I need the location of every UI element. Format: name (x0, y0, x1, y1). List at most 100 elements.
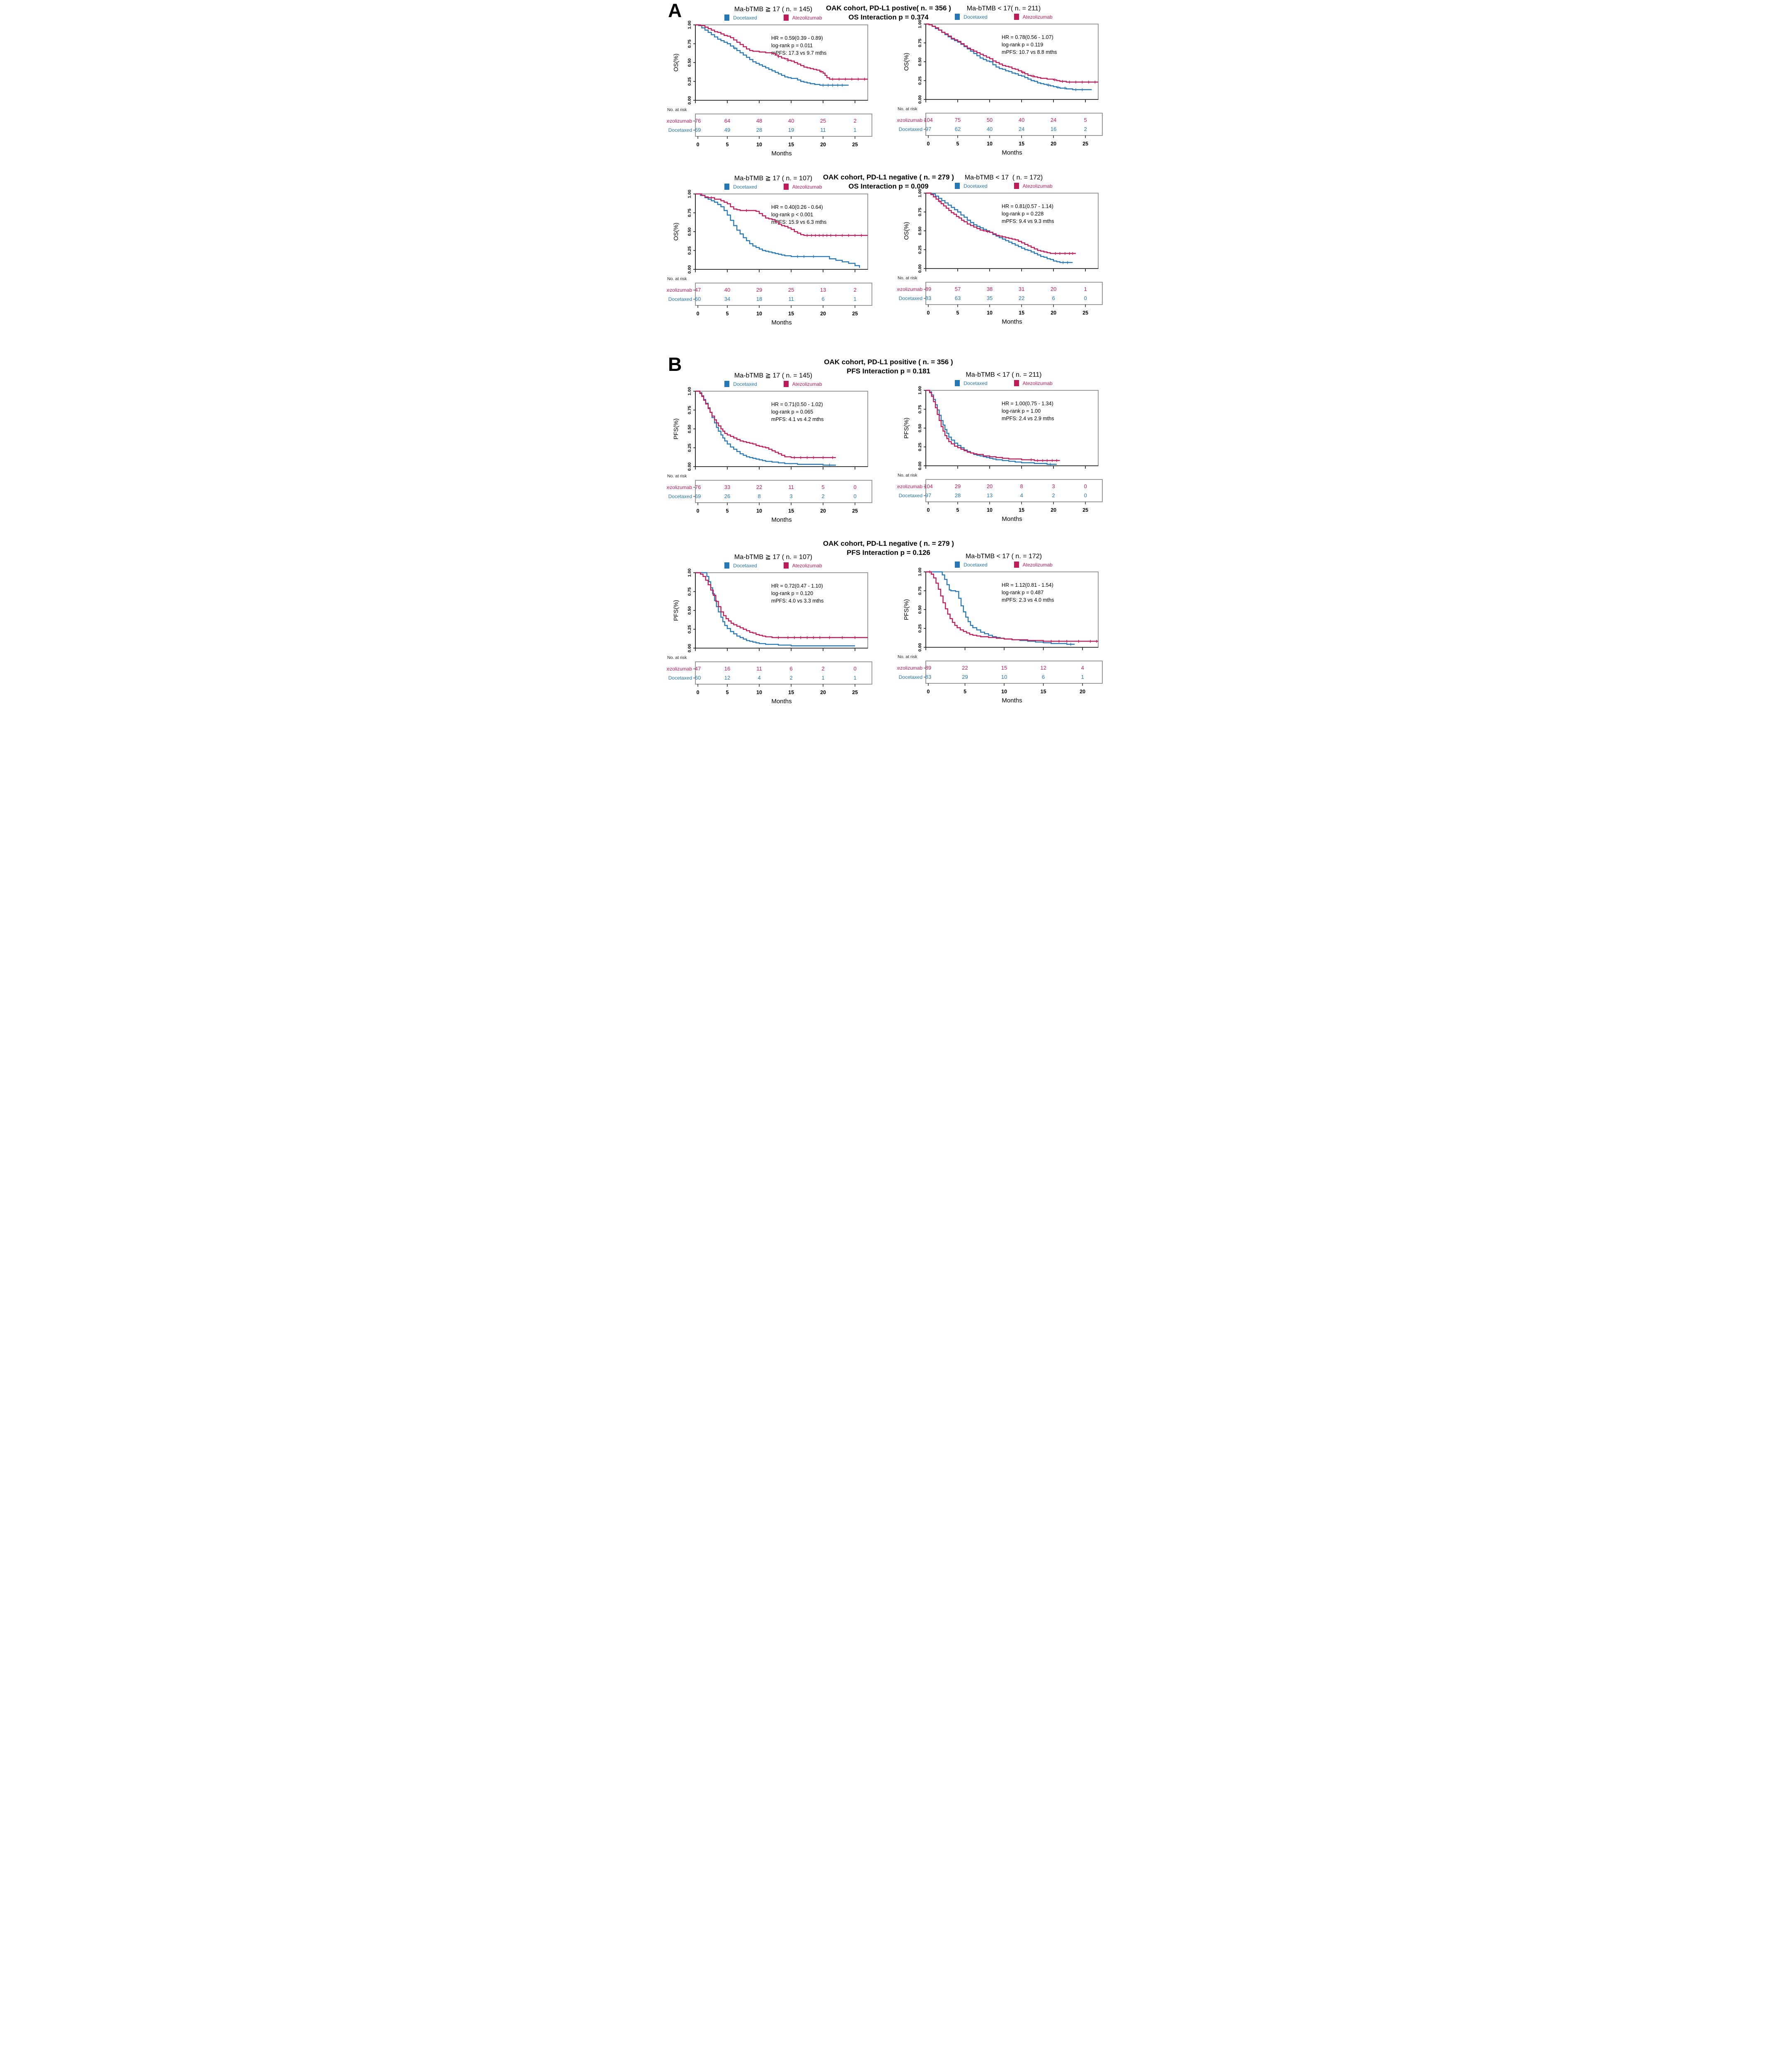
svg-text:No. at risk: No. at risk (667, 276, 687, 281)
panel-title: Ma-bTMB < 17 ( n. = 172) (965, 553, 1042, 560)
svg-text:31: 31 (1019, 286, 1024, 292)
km-panel-b2: Ma-bTMB < 17 ( n. = 211) Docetaxed Atezo… (897, 359, 1111, 526)
svg-text:47: 47 (695, 666, 701, 672)
legend: Docetaxed Atezolizumab (897, 562, 1111, 568)
svg-text:4: 4 (1081, 665, 1084, 671)
svg-text:0.25: 0.25 (918, 443, 922, 451)
svg-text:HR = 0.40(0.26 - 0.64): HR = 0.40(0.26 - 0.64) (771, 204, 823, 210)
panel-title: Ma-bTMB < 17 ( n. = 172) (964, 174, 1043, 181)
svg-text:log-rank p = 0.065: log-rank p = 0.065 (771, 409, 813, 415)
svg-text:Months: Months (771, 150, 792, 157)
legend-label-docetaxed: Docetaxed (964, 183, 988, 189)
svg-text:5: 5 (956, 310, 959, 316)
svg-text:0.50: 0.50 (687, 606, 692, 615)
svg-text:22: 22 (1019, 295, 1024, 301)
km-panel-a4: Ma-bTMB < 17 ( n. = 172) Docetaxed Atezo… (897, 174, 1111, 329)
svg-text:25: 25 (852, 508, 858, 514)
svg-text:No. at risk: No. at risk (898, 473, 918, 478)
svg-text:13: 13 (987, 492, 993, 499)
atezolizumab-swatch-icon (783, 562, 789, 569)
svg-text:1.00: 1.00 (687, 190, 692, 198)
svg-text:0.25: 0.25 (918, 76, 922, 85)
svg-text:20: 20 (820, 690, 826, 695)
svg-text:log-rank p = 0.228: log-rank p = 0.228 (1002, 211, 1043, 217)
svg-text:Months: Months (1002, 318, 1022, 325)
svg-text:24: 24 (1051, 117, 1056, 123)
svg-text:12: 12 (1040, 665, 1046, 671)
svg-text:104: 104 (924, 483, 933, 489)
km-panel-a1: Ma-bTMB ≧ 17 ( n. = 145) Docetaxed Atezo… (666, 5, 880, 160)
svg-text:16: 16 (1051, 126, 1056, 132)
legend-label-docetaxed: Docetaxed (733, 381, 757, 387)
svg-text:2: 2 (1052, 492, 1055, 499)
svg-text:1: 1 (854, 675, 857, 681)
docetaxed-swatch-icon (724, 184, 730, 190)
svg-text:10: 10 (987, 310, 993, 316)
km-plot: 1.00 0.75 0.50 0.25 0.00 PFS(%) HR = 0.71(0.50… (666, 387, 880, 526)
svg-text:0: 0 (697, 142, 700, 148)
docetaxed-swatch-icon (955, 380, 960, 386)
legend-label-atezolizumab: Atezolizumab (1022, 380, 1053, 386)
svg-text:89: 89 (925, 665, 931, 671)
svg-text:Docetaxed: Docetaxed (899, 126, 922, 132)
svg-text:25: 25 (788, 287, 794, 293)
svg-text:49: 49 (724, 127, 730, 133)
atezolizumab-swatch-icon (783, 381, 789, 387)
svg-text:mPFS: 2.3 vs 4.0 mths: mPFS: 2.3 vs 4.0 mths (1002, 597, 1054, 603)
legend-item-docetaxed: Docetaxed (724, 15, 757, 21)
legend-item-docetaxed: Docetaxed (724, 381, 757, 387)
svg-text:1.00: 1.00 (918, 20, 922, 28)
legend: Docetaxed Atezolizumab (666, 562, 880, 569)
legend-item-docetaxed: Docetaxed (955, 562, 988, 568)
panel-a: A OAK cohort, PD-L1 postive( n. = 356 ) … (666, 1, 1111, 329)
svg-text:0.25: 0.25 (687, 246, 692, 255)
svg-text:18: 18 (756, 296, 762, 302)
svg-text:20: 20 (1051, 507, 1056, 513)
svg-text:64: 64 (724, 118, 730, 124)
svg-text:11: 11 (756, 666, 762, 672)
svg-text:20: 20 (820, 508, 826, 514)
svg-text:0.00: 0.00 (687, 265, 692, 274)
svg-text:97: 97 (925, 492, 931, 499)
svg-text:log-rank p = 0.487: log-rank p = 0.487 (1002, 590, 1043, 595)
svg-text:0.50: 0.50 (687, 58, 692, 67)
svg-text:34: 34 (724, 296, 730, 302)
svg-text:Months: Months (771, 698, 792, 705)
svg-text:0.75: 0.75 (687, 39, 692, 48)
legend-item-atezolizumab: Atezolizumab (1014, 183, 1053, 189)
svg-text:62: 62 (955, 126, 961, 132)
svg-text:15: 15 (788, 142, 794, 148)
svg-text:10: 10 (987, 141, 993, 147)
panel-b: B OAK cohort, PD-L1 positive ( n. = 356 … (666, 355, 1111, 708)
svg-text:0.00: 0.00 (918, 643, 922, 652)
svg-text:0: 0 (854, 666, 857, 672)
atezolizumab-swatch-icon (1014, 183, 1019, 189)
svg-text:69: 69 (695, 493, 701, 499)
svg-text:OS(%): OS(%) (903, 53, 910, 71)
svg-text:1.00: 1.00 (918, 386, 922, 395)
svg-text:15: 15 (788, 508, 794, 514)
svg-text:1.00: 1.00 (687, 387, 692, 395)
svg-text:8: 8 (1020, 483, 1023, 489)
legend-item-docetaxed: Docetaxed (724, 562, 757, 569)
svg-text:11: 11 (788, 296, 794, 302)
svg-text:No. at risk: No. at risk (667, 655, 687, 660)
svg-text:No. at risk: No. at risk (898, 107, 918, 111)
svg-text:1: 1 (1084, 286, 1087, 292)
legend: Docetaxed Atezolizumab (666, 15, 880, 21)
svg-text:24: 24 (1019, 126, 1024, 132)
svg-text:0: 0 (854, 484, 857, 490)
svg-text:29: 29 (756, 287, 762, 293)
legend-item-atezolizumab: Atezolizumab (783, 184, 822, 190)
docetaxed-swatch-icon (955, 562, 960, 568)
svg-text:log-rank p = 0.119: log-rank p = 0.119 (1002, 42, 1043, 48)
svg-text:13: 13 (820, 287, 826, 293)
svg-text:Atezolizumab: Atezolizumab (897, 484, 922, 489)
svg-text:PFS(%): PFS(%) (903, 599, 910, 620)
legend-label-atezolizumab: Atezolizumab (1022, 183, 1053, 189)
legend: Docetaxed Atezolizumab (666, 184, 880, 190)
svg-text:0.00: 0.00 (918, 95, 922, 104)
svg-text:Atezolizumab: Atezolizumab (666, 484, 692, 490)
svg-text:5: 5 (822, 484, 825, 490)
svg-text:15: 15 (1041, 689, 1046, 695)
